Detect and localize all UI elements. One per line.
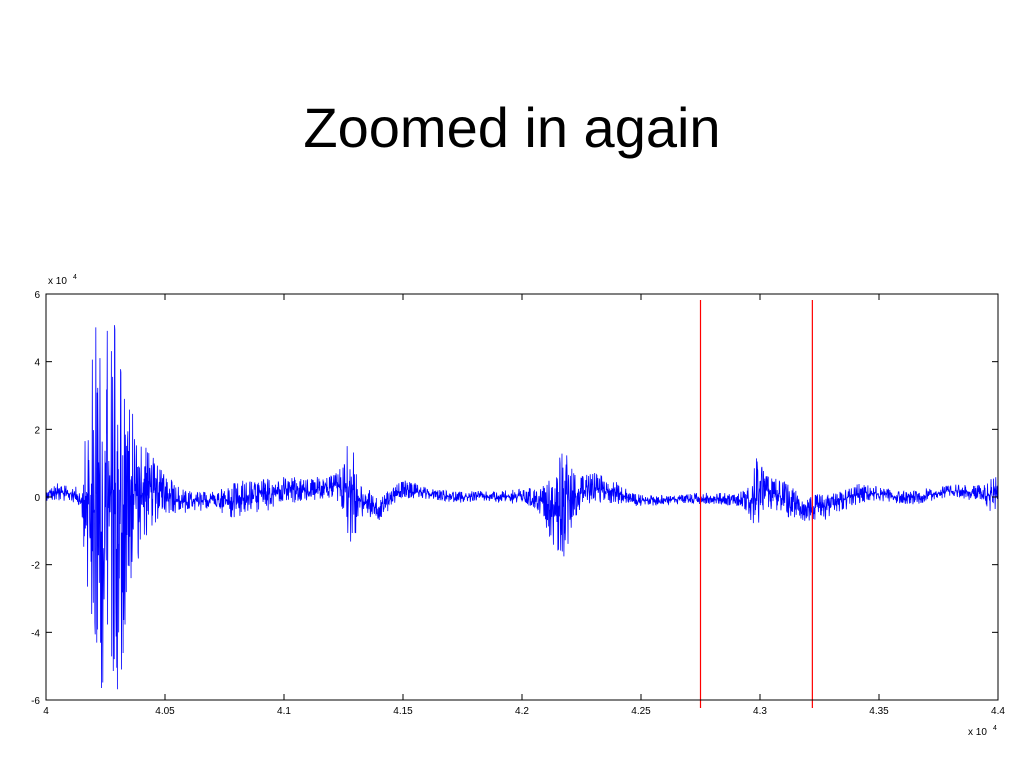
- x-tick-label: 4: [43, 706, 49, 717]
- x-tick-label: 4.1: [277, 706, 291, 717]
- x-tick-label: 4.25: [631, 706, 651, 717]
- y-tick-label: 2: [34, 425, 40, 436]
- y-multiplier: x 10: [48, 276, 67, 287]
- y-tick-label: -4: [31, 628, 40, 639]
- plot-area: 4 4.05 4.1 4.15 4.2 4.25 4.3 4.35 4.4-6-4-20246x…: [31, 274, 1005, 738]
- y-tick-label: -6: [31, 696, 40, 707]
- y-tick-label: 6: [34, 290, 40, 301]
- x-tick-label: 4.15: [393, 706, 413, 717]
- y-multiplier-exponent: 4: [73, 274, 77, 281]
- x-tick-label: 4.05: [155, 706, 175, 717]
- y-tick-label: 4: [34, 358, 40, 369]
- waveform-series: [46, 325, 998, 690]
- x-tick-label: 4.4: [991, 706, 1005, 717]
- x-multiplier-exponent: 4: [993, 725, 997, 732]
- x-tick-label: 4.2: [515, 706, 529, 717]
- y-tick-label: -2: [31, 561, 40, 572]
- x-tick-label: 4.35: [869, 706, 889, 717]
- slide-title: Zoomed in again: [303, 96, 721, 159]
- y-tick-label: 0: [34, 493, 40, 504]
- x-tick-label: 4.3: [753, 706, 767, 717]
- x-multiplier: x 10: [968, 727, 987, 738]
